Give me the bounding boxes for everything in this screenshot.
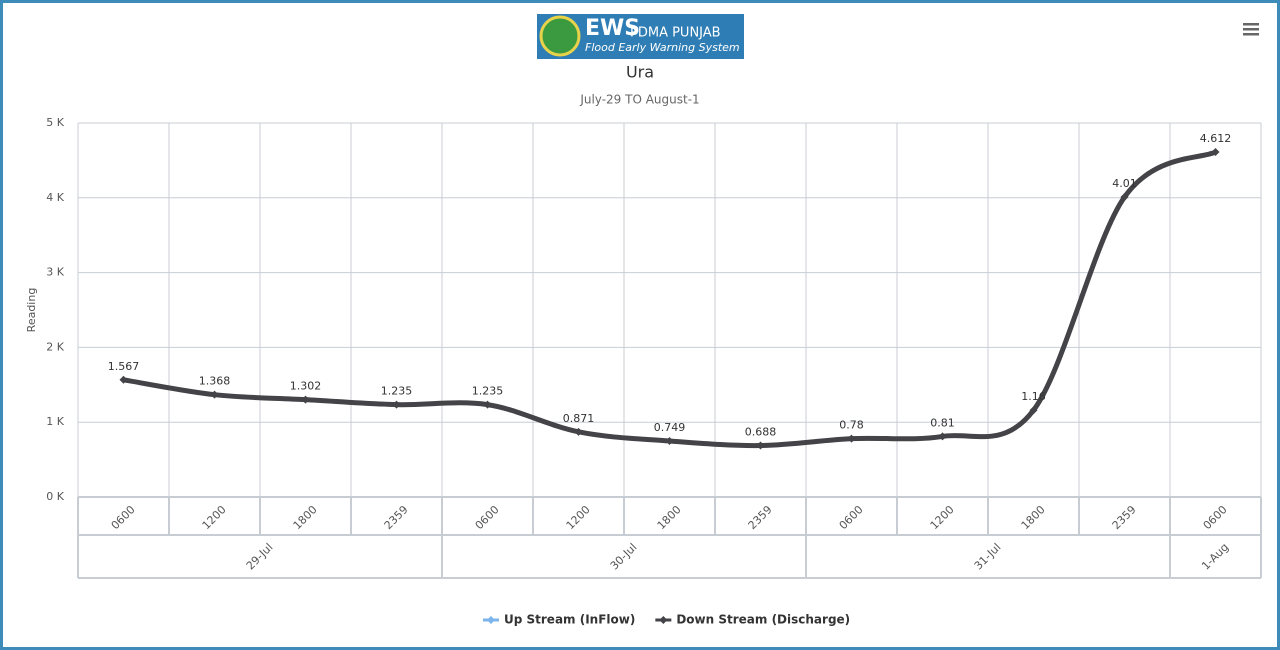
point-marker (483, 400, 492, 409)
x-tick-label: 1200 (564, 503, 593, 532)
y-tick-label: 0 K (46, 490, 64, 503)
point-marker (756, 441, 765, 450)
x-tick-label: 1200 (200, 503, 229, 532)
menu-line (1243, 28, 1259, 31)
menu-line (1243, 23, 1259, 26)
x-tick-label: 2359 (746, 503, 775, 532)
data-label: 0.81 (930, 416, 955, 429)
legend-label: Up Stream (InFlow) (504, 613, 635, 627)
data-label: 1.567 (108, 360, 140, 373)
chart-subtitle: July-29 TO August-1 (579, 93, 699, 107)
legend-marker (659, 616, 668, 624)
point-marker (1211, 148, 1220, 157)
chart-title: Ura (626, 63, 654, 82)
data-label: 0.871 (563, 412, 595, 425)
y-tick-label: 4 K (46, 191, 64, 204)
point-marker (301, 395, 310, 404)
logo-title: EWS (585, 16, 640, 41)
x-group-label: 31-Jul (972, 541, 1004, 573)
data-label: 1.235 (381, 385, 413, 398)
data-label: 4.01 (1112, 177, 1137, 190)
legend-marker (487, 616, 495, 624)
data-label: 4.612 (1200, 132, 1232, 145)
data-label: 1.302 (290, 380, 322, 393)
data-label: 0.749 (654, 421, 686, 434)
x-group-label: 29-Jul (244, 541, 276, 573)
y-tick-label: 1 K (46, 415, 64, 428)
data-label: 1.368 (199, 375, 231, 388)
y-axis-title: Reading (25, 288, 38, 333)
point-marker (1120, 193, 1129, 202)
x-tick-label: 2359 (382, 503, 411, 532)
point-marker (938, 432, 947, 441)
x-tick-label: 0600 (473, 503, 502, 532)
x-tick-label: 0600 (109, 503, 138, 532)
point-marker (119, 375, 128, 384)
x-tick-label: 1800 (291, 503, 320, 532)
y-tick-label: 3 K (46, 266, 64, 279)
legend-label: Down Stream (Discharge) (676, 613, 850, 627)
x-group-label: 30-Jul (608, 541, 640, 573)
x-tick-label: 1800 (1019, 503, 1048, 532)
logo: EWS PDMA PUNJAB Flood Early Warning Syst… (537, 14, 744, 59)
series-line (121, 149, 1218, 449)
y-tick-label: 5 K (46, 116, 64, 129)
legend-item[interactable]: Up Stream (InFlow) (483, 613, 635, 627)
logo-org: PDMA PUNJAB (630, 26, 721, 41)
menu-line (1243, 33, 1259, 36)
point-marker (847, 434, 856, 443)
x-group-label: 1-Aug (1199, 541, 1231, 573)
data-label: 1.16 (1021, 390, 1046, 403)
data-label: 0.78 (839, 419, 864, 432)
legend-item[interactable]: Down Stream (Discharge) (655, 613, 850, 627)
x-tick-label: 0600 (1201, 503, 1230, 532)
logo-emblem (539, 15, 581, 57)
point-marker (392, 400, 401, 409)
logo-subtitle: Flood Early Warning System (585, 41, 740, 54)
x-tick-label: 2359 (1110, 503, 1139, 532)
x-tick-label: 1200 (928, 503, 957, 532)
x-tick-label: 1800 (655, 503, 684, 532)
x-tick-label: 0600 (837, 503, 866, 532)
data-label: 0.688 (745, 426, 777, 439)
menu-button[interactable] (1243, 23, 1259, 36)
point-marker (574, 427, 583, 436)
point-marker (1029, 406, 1038, 415)
point-marker (665, 436, 674, 445)
y-tick-label: 2 K (46, 340, 64, 353)
point-marker (210, 390, 219, 399)
data-label: 1.235 (472, 385, 504, 398)
